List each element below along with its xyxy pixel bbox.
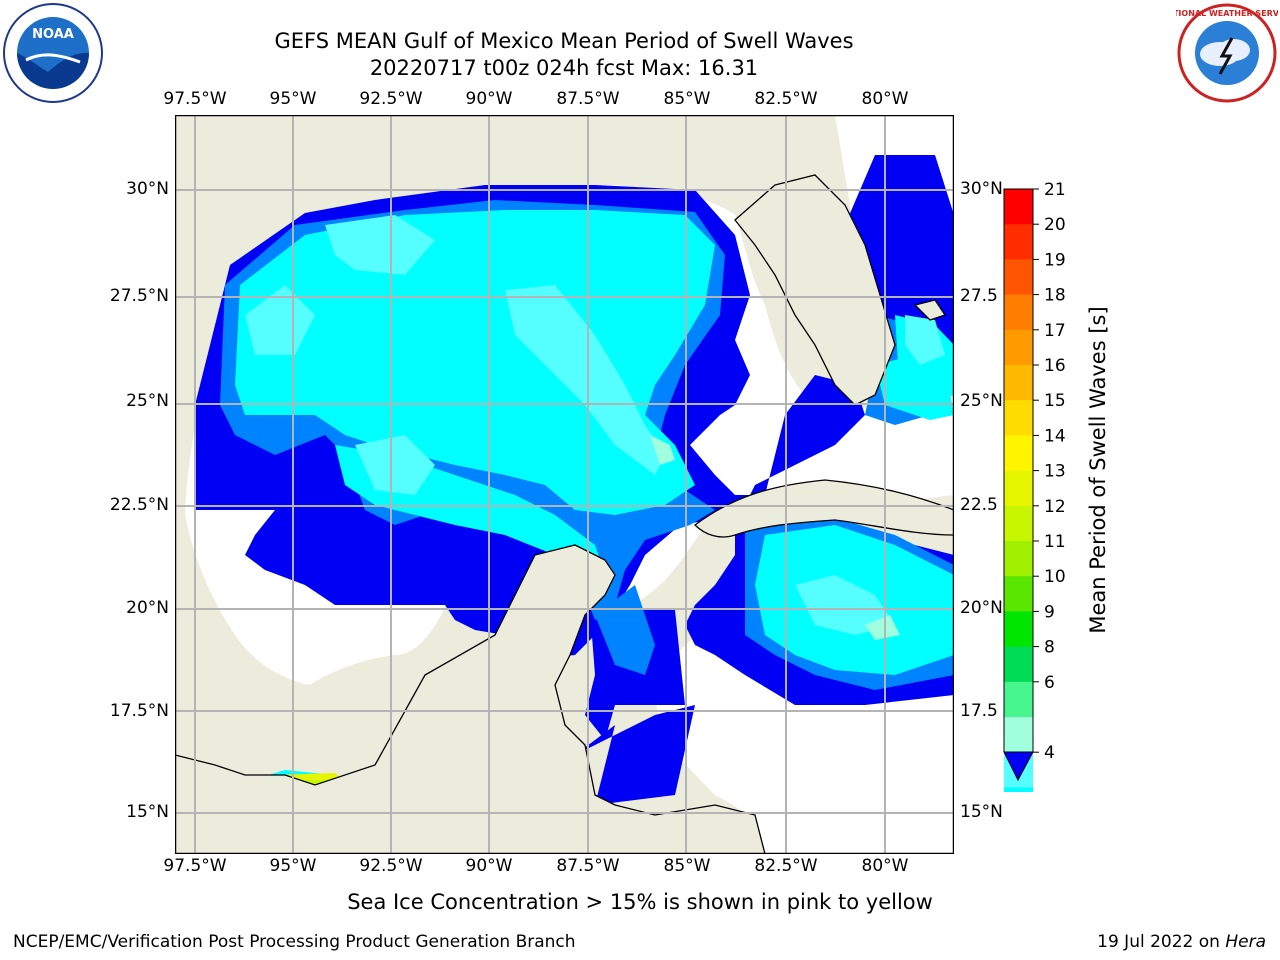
- colorbar-tick-label: 4: [1044, 743, 1055, 763]
- colorbar-cell: [1004, 470, 1033, 507]
- colorbar-cell: [1004, 505, 1033, 542]
- colorbar-cell: [1004, 189, 1033, 225]
- colorbar-cell: [1004, 224, 1033, 260]
- lon-label-top: 80°W: [861, 89, 909, 109]
- colorbar-cell: [1004, 576, 1033, 612]
- colorbar-tick-label: 14: [1044, 426, 1066, 446]
- colorbar-tick-label: 12: [1044, 497, 1066, 517]
- colorbar-cell: [1004, 294, 1033, 331]
- lon-label-bottom: 92.5°W: [359, 856, 423, 876]
- swell-period-map: [175, 115, 954, 854]
- colorbar-cell: [1004, 787, 1033, 792]
- map-title: GEFS MEAN Gulf of Mexico Mean Period of …: [274, 29, 854, 53]
- colorbar-cell: [1004, 259, 1033, 296]
- footer-left: NCEP/EMC/Verification Post Processing Pr…: [13, 932, 576, 952]
- sea-ice-note: Sea Ice Concentration > 15% is shown in …: [347, 890, 933, 914]
- map-subtitle: 20220717 t00z 024h fcst Max: 16.31: [369, 56, 759, 80]
- nws-logo-text: NATIONAL WEATHER SERVICE: [1176, 9, 1278, 18]
- swell-band-8-9: [245, 215, 945, 635]
- colorbar-tick-label: 16: [1044, 356, 1066, 376]
- graticule: [175, 115, 954, 854]
- lon-label-top: 85°W: [663, 89, 711, 109]
- colorbar-cell: [1004, 541, 1033, 577]
- lon-label-top: 92.5°W: [359, 89, 423, 109]
- lon-label-top: 87.5°W: [556, 89, 620, 109]
- noaa-logo: NOAA: [3, 3, 103, 103]
- colorbar-tick-label: 13: [1044, 462, 1066, 482]
- lat-label-right: 25°N: [960, 391, 1003, 411]
- lon-label-top: 90°W: [465, 89, 513, 109]
- lat-label-right: 22.5: [960, 495, 998, 515]
- footer-right: 19 Jul 2022 on Hera: [1097, 932, 1266, 952]
- swell-band-9-10: [650, 435, 900, 640]
- lat-label-left: 20°N: [126, 598, 169, 618]
- lon-label-bottom: 95°W: [269, 856, 317, 876]
- colorbar-cell: [1004, 681, 1033, 718]
- lat-label-right: 20°N: [960, 598, 1003, 618]
- colorbar-cell: [1004, 435, 1033, 472]
- footer-date: 19 Jul 2022 on: [1097, 932, 1226, 952]
- colorbar-cell: [1004, 400, 1033, 436]
- colorbar-label: Mean Period of Swell Waves [s]: [1086, 306, 1110, 634]
- colorbar-cell: [1004, 717, 1033, 753]
- lon-label-bottom: 87.5°W: [556, 856, 620, 876]
- lat-label-left: 30°N: [126, 179, 169, 199]
- colorbar-tick-label: 8: [1044, 638, 1055, 658]
- lat-label-left: 22.5°N: [109, 495, 169, 515]
- colorbar-tick-label: 10: [1044, 567, 1066, 587]
- nws-logo: NATIONAL WEATHER SERVICE: [1176, 3, 1278, 103]
- colorbar: 21201918171615141312111098642: [1003, 180, 1066, 792]
- lon-label-top: 82.5°W: [754, 89, 818, 109]
- colorbar-tick-label: 11: [1044, 532, 1066, 552]
- colorbar-tick-label: 21: [1044, 180, 1066, 200]
- colorbar-tick-label: 20: [1044, 215, 1066, 235]
- lat-label-left: 15°N: [126, 802, 169, 822]
- colorbar-tick-label: 19: [1044, 250, 1066, 270]
- colorbar-tick-label: 17: [1044, 321, 1066, 341]
- lat-label-right: 30°N: [960, 179, 1003, 199]
- colorbar-cell: [1004, 365, 1033, 401]
- lon-label-bottom: 82.5°W: [754, 856, 818, 876]
- footer-host: Hera: [1225, 932, 1266, 952]
- colorbar-tick-label: 15: [1044, 391, 1066, 411]
- lon-label-bottom: 80°W: [861, 856, 909, 876]
- lat-label-left: 25°N: [126, 391, 169, 411]
- colorbar-tick-label: 18: [1044, 286, 1066, 306]
- colorbar-cell: [1004, 646, 1033, 683]
- colorbar-cell: [1004, 329, 1033, 366]
- map-frame: [175, 115, 954, 854]
- lon-label-top: 97.5°W: [163, 89, 227, 109]
- colorbar-tick-label: 9: [1044, 602, 1055, 622]
- colorbar-tick-label: 6: [1044, 673, 1055, 693]
- colorbar-cell: [1004, 611, 1033, 648]
- lon-label-top: 95°W: [269, 89, 317, 109]
- lon-label-bottom: 90°W: [465, 856, 513, 876]
- lon-label-bottom: 97.5°W: [163, 856, 227, 876]
- lat-label-right: 27.5: [960, 286, 998, 306]
- noaa-logo-text: NOAA: [32, 27, 74, 42]
- lon-label-bottom: 85°W: [663, 856, 711, 876]
- coastlines: [175, 174, 954, 854]
- lat-label-right: 15°N: [960, 802, 1003, 822]
- lat-label-left: 17.5°N: [109, 701, 169, 721]
- lat-label-right: 17.5: [960, 701, 998, 721]
- lat-label-left: 27.5°N: [109, 286, 169, 306]
